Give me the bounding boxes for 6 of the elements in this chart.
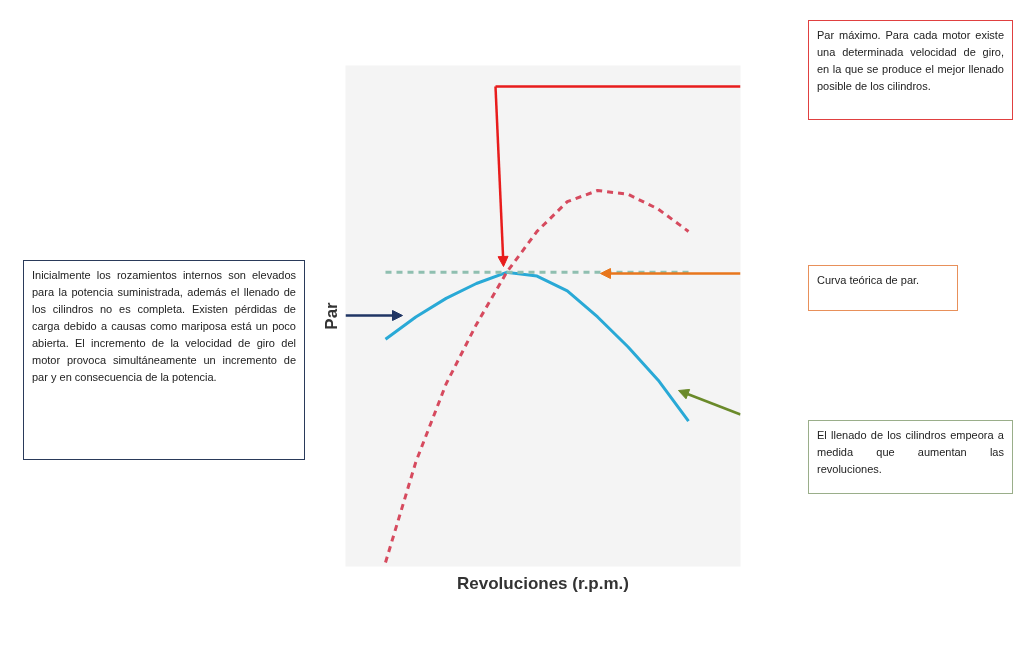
- y-axis-title: Par: [321, 301, 341, 330]
- text: Par máximo. Para cada motor existe una determinada velocidad de giro, en la que se produce el mejor llenado posible de los cilindros.: [817, 28, 1004, 95]
- text: Inicialmente los rozamientos internos son elevados para la potencia suministrada, además el llenado de los cilindros no es completa. Existen pérdidas de carga debido a causas como mariposa está un poco abierta. El incremento de la velocidad de giro del motor provoca simultáneamente un incremento de par y en consecuencia de la potencia.: [32, 268, 296, 386]
- text: Curva teórica de par.: [817, 273, 920, 288]
- x-axis-title: Revoluciones (r.p.m.): [457, 573, 629, 593]
- text: El llenado de los cilindros empeora a medida que aumentan las revoluciones.: [817, 428, 1004, 478]
